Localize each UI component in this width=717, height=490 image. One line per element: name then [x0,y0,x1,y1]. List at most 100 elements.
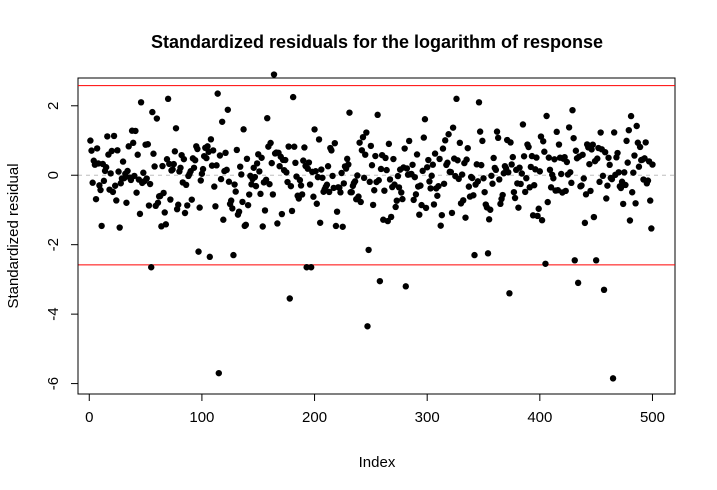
data-point [541,148,548,155]
data-point [154,199,162,206]
data-point [160,189,167,197]
data-point [609,375,617,382]
data-point [366,178,373,186]
data-point [177,164,184,171]
data-point [374,111,381,119]
data-point [430,201,438,208]
data-point [390,155,397,163]
data-point [469,174,476,182]
data-point [134,151,141,158]
data-point [331,139,339,147]
data-point [195,248,202,255]
data-point [313,200,320,207]
data-point [190,164,198,171]
data-point [136,210,144,218]
data-point [627,112,635,120]
data-point [505,169,512,176]
data-point [251,173,259,181]
x-tick-label: 300 [415,409,440,426]
data-point [292,159,299,166]
data-point [493,128,501,135]
data-point [372,152,379,160]
data-point [240,126,247,133]
data-point [580,175,587,182]
data-point [599,172,607,180]
data-point [229,205,236,212]
data-point [648,225,655,232]
data-point [337,189,344,196]
y-axis: -6 -4 -2 0 2 [45,102,79,390]
data-point [119,158,127,165]
data-point [464,144,471,152]
data-point [462,214,469,221]
data-point [188,196,195,203]
x-tick-label: 0 [85,409,93,426]
data-point [258,154,265,161]
data-point [291,143,298,150]
data-point [89,179,96,186]
data-point [568,179,575,187]
data-point [515,204,522,211]
data-point [392,203,399,211]
data-point [328,147,335,154]
data-point [100,177,108,185]
data-point [517,180,524,188]
data-point [596,178,603,186]
x-tick-label: 200 [302,409,327,426]
data-point [244,201,252,209]
data-point [490,154,497,162]
data-point [553,128,560,136]
x-tick-label: 400 [527,409,552,426]
data-point [377,165,385,173]
data-point [243,155,251,163]
x-tick-label: 500 [640,409,665,426]
y-tick-label: 0 [45,171,62,179]
data-point [393,197,400,204]
data-point [231,181,238,188]
data-point [478,161,485,169]
data-point [270,71,278,78]
data-point [489,180,496,187]
data-point [525,143,532,151]
data-point [276,162,283,170]
data-point [421,116,429,123]
data-point [447,168,455,176]
data-point [180,155,188,163]
data-point [445,131,452,138]
data-point [594,155,601,162]
data-point [545,154,553,161]
data-point [533,154,540,161]
data-point [534,212,541,220]
data-point [542,260,549,267]
data-point [268,159,275,167]
data-point [600,286,608,294]
data-point [394,172,402,180]
data-point [159,162,166,170]
data-point [329,172,336,180]
data-point [207,136,215,143]
data-point [641,155,648,162]
data-point [376,277,384,285]
data-point [387,213,395,221]
data-point [449,124,457,131]
data-point [164,95,172,103]
data-point [603,195,610,202]
data-point [266,180,273,188]
data-point [269,191,277,198]
data-point [484,250,492,257]
data-point [181,209,189,217]
data-point [339,223,346,230]
data-point [497,200,504,208]
data-point [348,189,355,196]
data-point [162,221,170,228]
data-point [369,201,377,209]
data-point [98,222,105,230]
data-point [381,187,388,194]
data-point [132,127,139,135]
data-point [209,147,217,154]
data-point [521,188,529,196]
data-point [617,184,625,192]
chart-title: Standardized residuals for the logarithm… [151,32,603,52]
data-point [242,221,250,229]
